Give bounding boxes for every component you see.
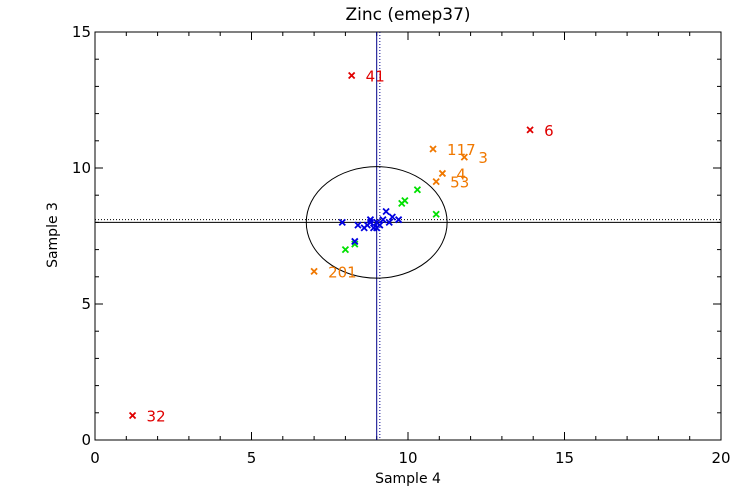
blue-point-marker (373, 224, 381, 232)
orange-point-marker (432, 177, 440, 186)
green-point-marker (432, 210, 440, 218)
x-tick-label: 5 (247, 449, 257, 467)
x-tick-label: 20 (711, 449, 730, 467)
red-point-marker (128, 411, 137, 420)
blue-point-marker (360, 224, 368, 232)
plot-frame (94, 31, 722, 441)
orange-point-marker (460, 153, 468, 161)
orange-point-label: 201 (328, 263, 357, 281)
green-point-marker (351, 240, 359, 248)
x-axis-label: Sample 4 (375, 471, 441, 487)
blue-point-marker (382, 207, 390, 216)
y-tick-label: 0 (81, 431, 91, 449)
blue-point-marker (379, 216, 387, 224)
blue-point-marker (354, 221, 362, 229)
orange-point-marker (310, 267, 318, 275)
blue-point-marker (351, 237, 359, 246)
chart-title: Zinc (emep37) (345, 5, 470, 25)
blue-point-marker (366, 216, 375, 224)
red-point-label: 6 (544, 122, 554, 140)
red-point-label: 41 (366, 68, 385, 86)
green-point-marker (398, 199, 406, 207)
orange-point-label: 53 (450, 174, 469, 192)
blue-point-marker (385, 218, 393, 227)
blue-point-marker (388, 213, 396, 221)
y-axis-label: Sample 3 (45, 202, 61, 268)
blue-point-marker (394, 216, 403, 224)
z-score-ellipse (305, 166, 448, 279)
red-point-label: 32 (147, 408, 166, 426)
red-point-marker (348, 71, 356, 80)
orange-point-label: 3 (478, 149, 488, 167)
blue-point-marker (338, 218, 346, 227)
red-point-marker (526, 126, 534, 134)
orange-point-label: 117 (447, 141, 476, 159)
green-point-marker (413, 186, 422, 194)
y-tick-label: 15 (72, 23, 91, 41)
y-tick-label: 5 (81, 295, 91, 313)
x-tick-label: 15 (555, 449, 574, 467)
x-tick-label: 0 (90, 449, 100, 467)
orange-point-marker (429, 145, 437, 153)
green-point-marker (341, 245, 350, 254)
orange-point-label: 4 (456, 165, 466, 183)
y-tick-label: 10 (72, 159, 91, 177)
x-tick-label: 10 (398, 449, 417, 467)
orange-point-marker (438, 169, 447, 178)
